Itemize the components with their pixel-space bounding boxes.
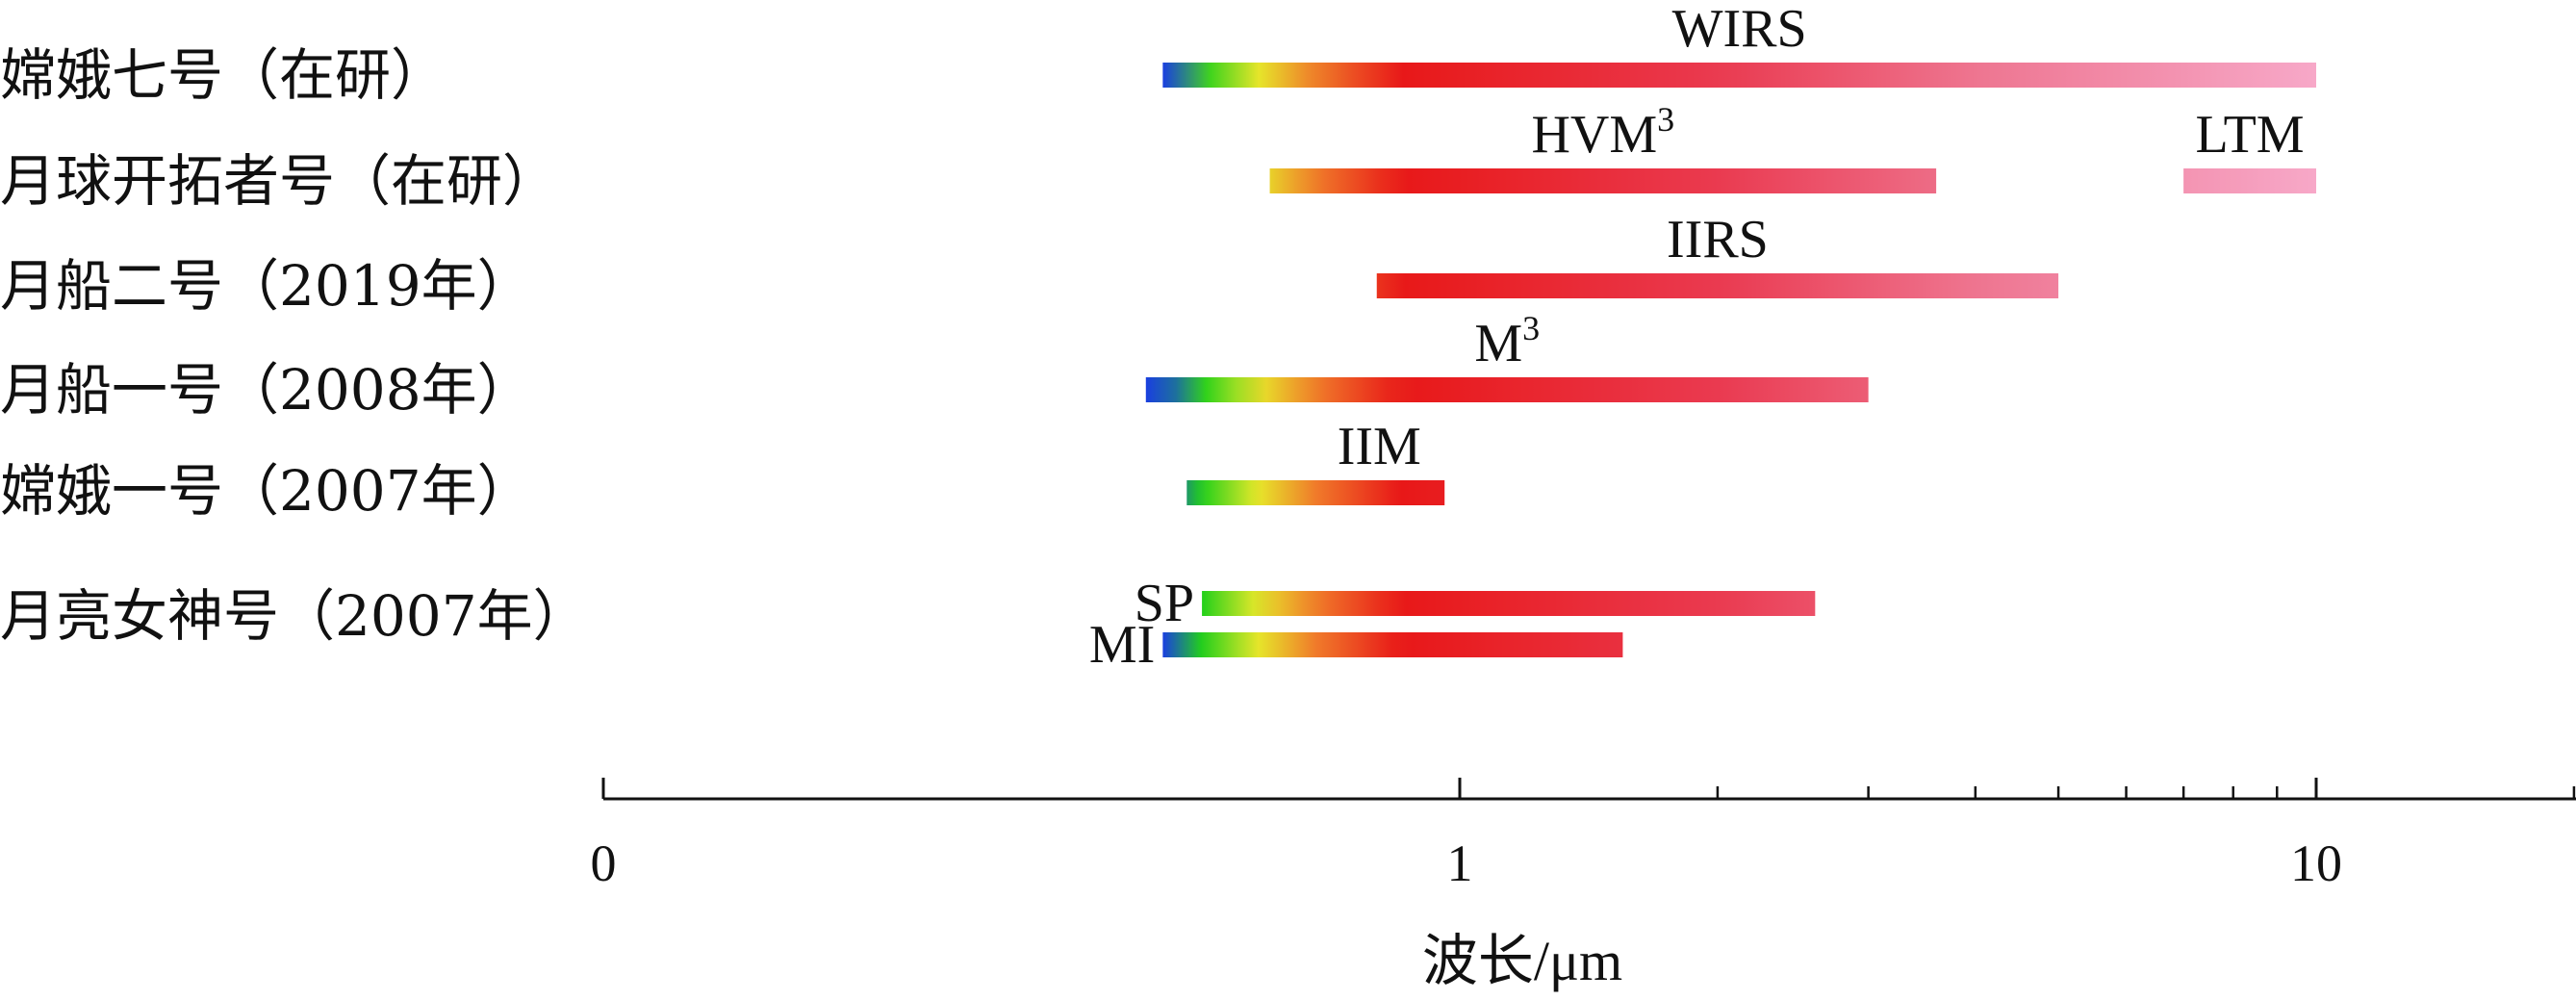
bar-label-ltm: LTM [2196, 105, 2305, 165]
bars [1145, 63, 2316, 657]
x-axis: 0 1 10 [591, 778, 2576, 892]
row-label: 嫦娥一号（2007年） [0, 458, 533, 524]
row-label: 月亮女神号（2007年） [0, 583, 589, 649]
range-bar-mi [1162, 632, 1623, 657]
range-bar-sp [1202, 591, 1816, 616]
range-bar-iim [1186, 480, 1445, 505]
range-bar-hvm [1269, 168, 1937, 193]
bar-label-hvm: HVM3 [1531, 100, 1674, 165]
range-bar-iirs [1376, 273, 2059, 298]
bar-label-m: M3 [1474, 309, 1540, 373]
bar-label-iim: IIM [1338, 417, 1421, 476]
bar-label-wirs: WIRS [1672, 0, 1807, 59]
row-label: 月船一号（2008年） [0, 357, 533, 423]
range-bar-wirs [1162, 63, 2316, 88]
row-label: 月球开拓者号（在研） [0, 148, 558, 214]
x-axis-title: 波长/μm [1422, 930, 1622, 992]
bar-label-mi: MI [1089, 615, 1155, 675]
range-bar-m [1145, 377, 1869, 402]
x-tick-label: 0 [591, 834, 617, 892]
row-label: 嫦娥七号（在研） [0, 42, 446, 108]
range-bar-ltm [2183, 168, 2316, 193]
row-label: 月船二号（2019年） [0, 253, 533, 319]
x-tick-label: 1 [1447, 834, 1473, 892]
row-labels: 嫦娥七号（在研） 月球开拓者号（在研） 月船二号（2019年） 月船一号（2008年）… [0, 42, 589, 649]
x-tick-label: 10 [2290, 834, 2342, 892]
bar-label-sp: SP [1135, 574, 1194, 633]
bar-label-iirs: IIRS [1667, 210, 1769, 269]
